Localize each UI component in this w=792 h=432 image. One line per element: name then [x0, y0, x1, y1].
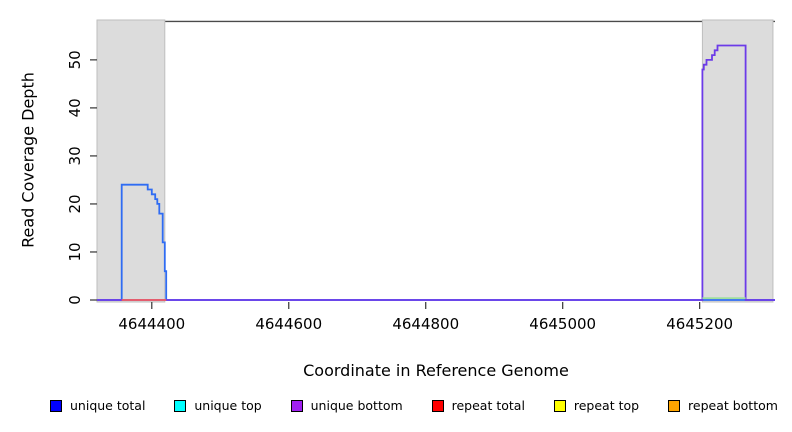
shaded-region-right [701, 19, 774, 303]
legend-label: unique top [194, 398, 262, 413]
legend-swatch-icon [50, 399, 62, 412]
legend-label: unique bottom [310, 398, 403, 413]
legend-item-repeat-total: repeat total [431, 398, 525, 413]
legend-swatch-icon [668, 399, 681, 412]
x-tick-label: 4645200 [666, 315, 733, 333]
y-tick-label: 10 [66, 242, 84, 261]
series-unique-total [97, 183, 775, 301]
y-tick-label: 50 [66, 50, 84, 69]
x-tick-label: 4645000 [529, 315, 596, 333]
x-tick-label: 4644400 [118, 315, 185, 333]
legend-item-unique-top: unique top [174, 398, 262, 413]
legend-swatch-icon [290, 399, 303, 412]
legend-label: repeat total [451, 398, 525, 413]
y-tick-label: 0 [66, 295, 84, 305]
legend-item-repeat-top: repeat top [553, 398, 640, 413]
y-tick-label: 40 [66, 98, 84, 117]
x-tick-label: 4644600 [255, 315, 322, 333]
legend: unique total unique top unique bottom repea… [50, 398, 778, 413]
y-tick-label: 20 [66, 194, 84, 213]
legend-label: repeat bottom [688, 398, 778, 413]
x-axis-title: Coordinate in Reference Genome [303, 361, 569, 380]
legend-swatch-icon [553, 399, 566, 412]
legend-label: repeat top [573, 398, 640, 413]
legend-swatch-icon [431, 399, 444, 412]
legend-item-unique-bottom: unique bottom [290, 398, 403, 413]
legend-label: unique total [70, 398, 146, 413]
legend-item-unique-total: unique total [50, 398, 145, 413]
x-tick-label: 4644800 [392, 315, 459, 333]
legend-swatch-icon [174, 399, 187, 412]
y-tick-label: 30 [66, 146, 84, 165]
shaded-region-left [96, 19, 166, 303]
series-unique-bottom [97, 44, 775, 301]
legend-item-repeat-bottom: repeat bottom [668, 398, 778, 413]
y-axis-title: Read Coverage Depth [18, 72, 38, 248]
